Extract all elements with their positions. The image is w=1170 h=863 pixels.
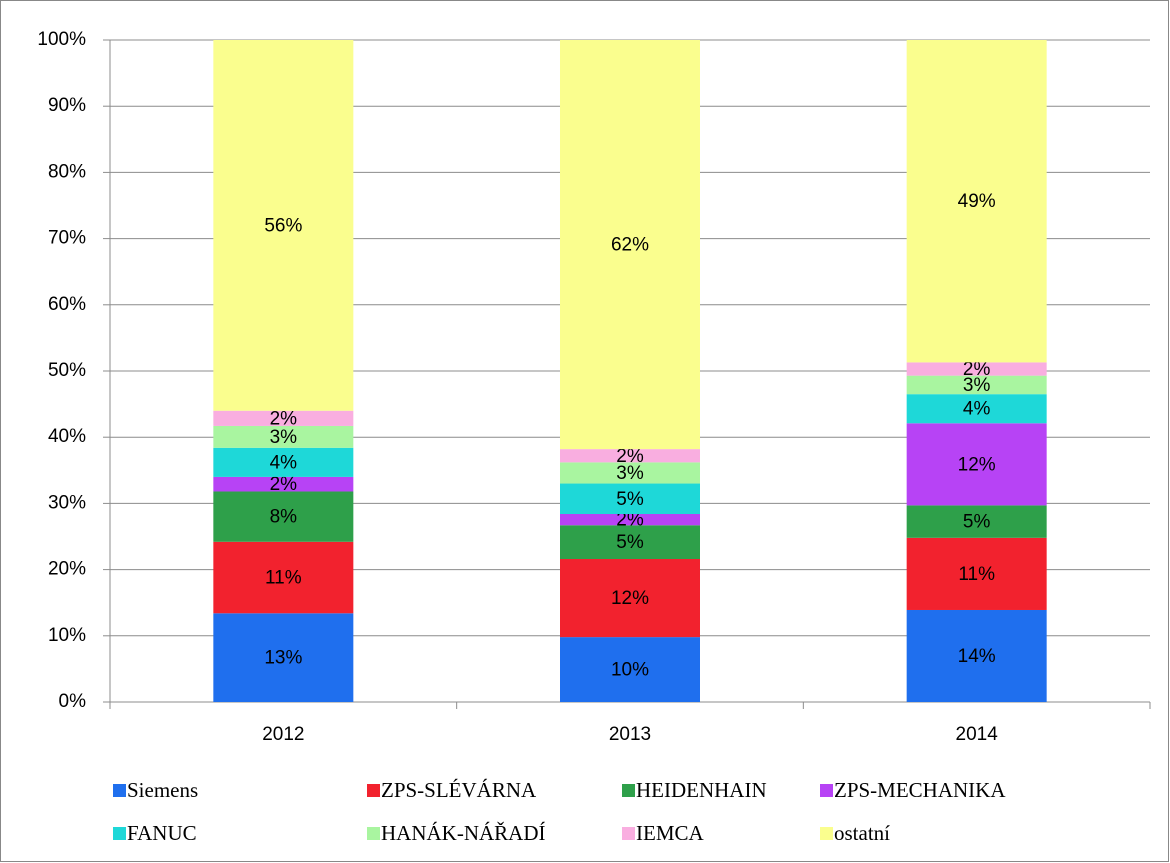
- data-label: 2%: [270, 408, 298, 429]
- data-label: 49%: [958, 191, 996, 212]
- bar-segment: [560, 513, 700, 526]
- bar-segment: [560, 40, 700, 450]
- legend-label: HEIDENHAIN: [636, 778, 767, 802]
- bar-segment: [213, 447, 354, 477]
- legend-label: ostatní: [834, 821, 890, 845]
- legend-swatch: [820, 784, 833, 797]
- legend-label: IEMCA: [636, 821, 705, 845]
- bar-segment: [213, 425, 354, 448]
- x-tick-label: 2012: [262, 724, 304, 745]
- bar-segment: [213, 40, 354, 411]
- data-label: 5%: [616, 489, 644, 510]
- data-label: 5%: [963, 512, 991, 533]
- data-label: 2%: [616, 446, 644, 467]
- data-label: 4%: [270, 452, 298, 473]
- data-label: 11%: [958, 564, 995, 585]
- bar-segment: [560, 637, 700, 702]
- data-label: 2%: [270, 474, 298, 495]
- legend-swatch: [622, 784, 635, 797]
- bar-segment: [906, 609, 1047, 702]
- x-tick-label: 2014: [956, 724, 999, 745]
- legend-label: FANUC: [127, 821, 197, 845]
- data-label: 2%: [963, 359, 991, 380]
- data-label: 4%: [963, 399, 991, 420]
- bar-segment: [906, 375, 1047, 395]
- legend-label: ZPS-MECHANIKA: [834, 778, 1006, 802]
- legend-label: HANÁK-NÁŘADÍ: [381, 821, 545, 845]
- bar-segment: [213, 613, 354, 702]
- y-tick-label: 50%: [48, 360, 86, 381]
- data-label: 8%: [270, 507, 298, 528]
- bar-segment: [560, 525, 700, 560]
- y-tick-label: 40%: [48, 426, 86, 447]
- legend-swatch: [113, 784, 126, 797]
- legend-swatch: [367, 784, 380, 797]
- x-tick-label: 2013: [609, 724, 651, 745]
- bar-segment: [213, 410, 354, 426]
- data-label: 14%: [958, 646, 996, 667]
- y-tick-label: 80%: [48, 161, 86, 182]
- y-tick-label: 30%: [48, 492, 86, 513]
- y-tick-label: 60%: [48, 294, 86, 315]
- legend-swatch: [622, 827, 635, 840]
- data-label: 12%: [611, 588, 649, 609]
- data-label: 5%: [616, 532, 644, 553]
- legend-label: ZPS-SLÉVÁRNA: [381, 778, 537, 802]
- data-label: 11%: [265, 568, 302, 589]
- data-label: 12%: [958, 454, 996, 475]
- bar-segment: [906, 505, 1047, 538]
- bar-segment: [560, 559, 700, 638]
- y-tick-label: 90%: [48, 95, 86, 116]
- bar-segment: [213, 491, 354, 542]
- bar-segment: [213, 541, 354, 614]
- bar-segment: [213, 476, 354, 492]
- data-label: 3%: [616, 463, 644, 484]
- bar-segment: [906, 423, 1047, 506]
- legend-swatch: [820, 827, 833, 840]
- bar-segment: [906, 40, 1047, 363]
- data-label: 2%: [616, 510, 644, 531]
- bar-segment: [560, 483, 700, 514]
- bar-segment: [906, 362, 1047, 376]
- data-label: 3%: [963, 375, 991, 396]
- y-tick-label: 0%: [59, 691, 87, 712]
- y-tick-label: 70%: [48, 228, 86, 249]
- bar-segment: [906, 537, 1047, 610]
- y-tick-label: 20%: [48, 559, 86, 580]
- y-tick-label: 100%: [37, 29, 86, 50]
- data-label: 3%: [270, 427, 298, 448]
- legend-swatch: [113, 827, 126, 840]
- legend-label: Siemens: [127, 778, 198, 802]
- legend-swatch: [367, 827, 380, 840]
- data-label: 62%: [611, 235, 649, 256]
- data-label: 10%: [611, 660, 649, 681]
- bar-segment: [560, 462, 700, 484]
- bar-segment: [906, 394, 1047, 424]
- bar-segment: [560, 449, 700, 463]
- data-label: 13%: [264, 648, 302, 669]
- y-tick-label: 10%: [48, 625, 86, 646]
- data-label: 56%: [264, 215, 302, 236]
